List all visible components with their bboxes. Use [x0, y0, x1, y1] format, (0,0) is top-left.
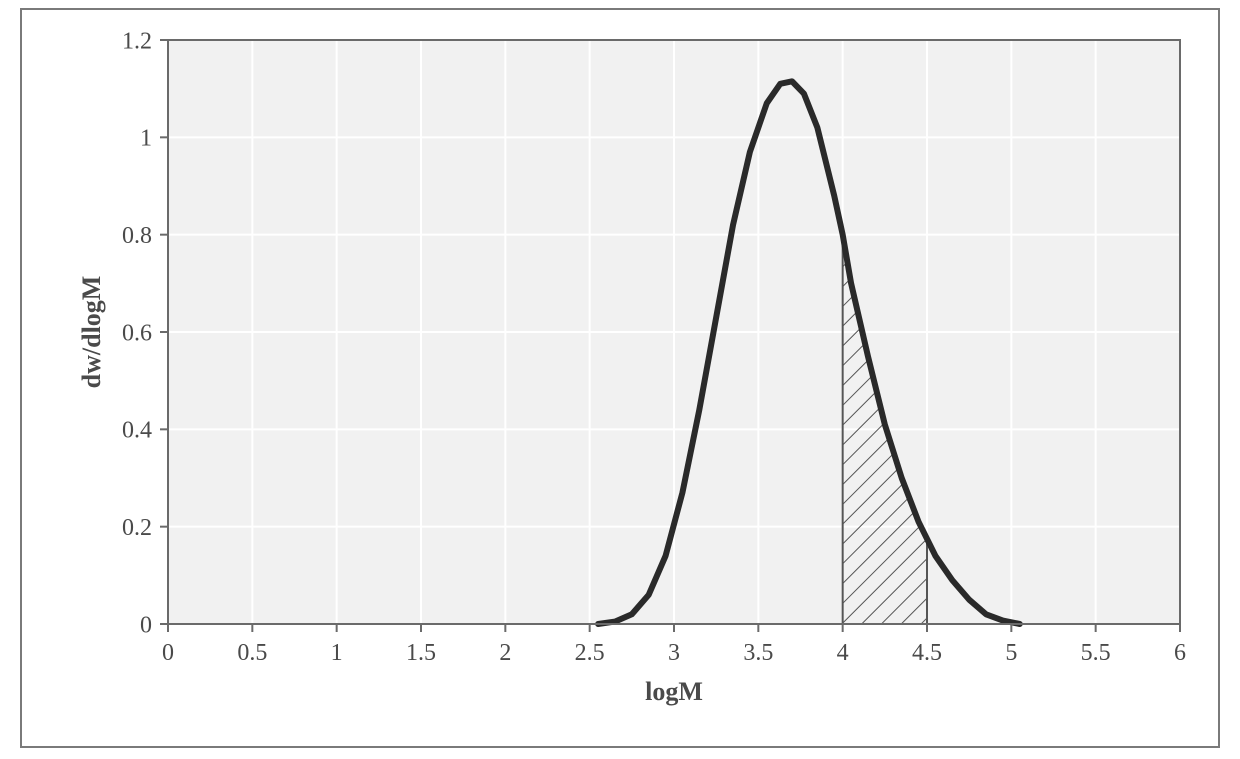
x-tick-label: 0	[162, 640, 174, 666]
y-tick-label: 0.4	[122, 418, 152, 444]
y-tick-label: 0.8	[122, 223, 152, 249]
y-tick-label: 0.2	[122, 515, 152, 541]
x-tick-label: 1	[331, 640, 343, 666]
x-tick-label: 3	[668, 640, 680, 666]
distribution-chart: 0 0.5 1 1.5 2 2.5 3 3.5 4 4.5 5 5.5 6 0 0.2 0.4 0.6 0.8 1 1…	[0, 0, 1240, 759]
x-tick-label: 4	[837, 640, 849, 666]
y-tick-label: 1.2	[122, 28, 152, 54]
x-tick-label: 2.5	[575, 640, 605, 666]
x-tick-label: 5.5	[1081, 640, 1111, 666]
x-axis-title: logM	[645, 677, 703, 706]
x-tick-label: 4.5	[912, 640, 942, 666]
y-axis-title: dw/dlogM	[77, 276, 106, 389]
y-tick-label: 1	[140, 126, 152, 152]
x-tick-label: 3.5	[743, 640, 773, 666]
x-tick-label: 6	[1174, 640, 1186, 666]
y-tick-label: 0.6	[122, 320, 152, 346]
x-tick-label: 0.5	[237, 640, 267, 666]
x-tick-label: 1.5	[406, 640, 436, 666]
y-tick-label: 0	[140, 612, 152, 638]
x-tick-label: 5	[1005, 640, 1017, 666]
x-tick-label: 2	[499, 640, 511, 666]
